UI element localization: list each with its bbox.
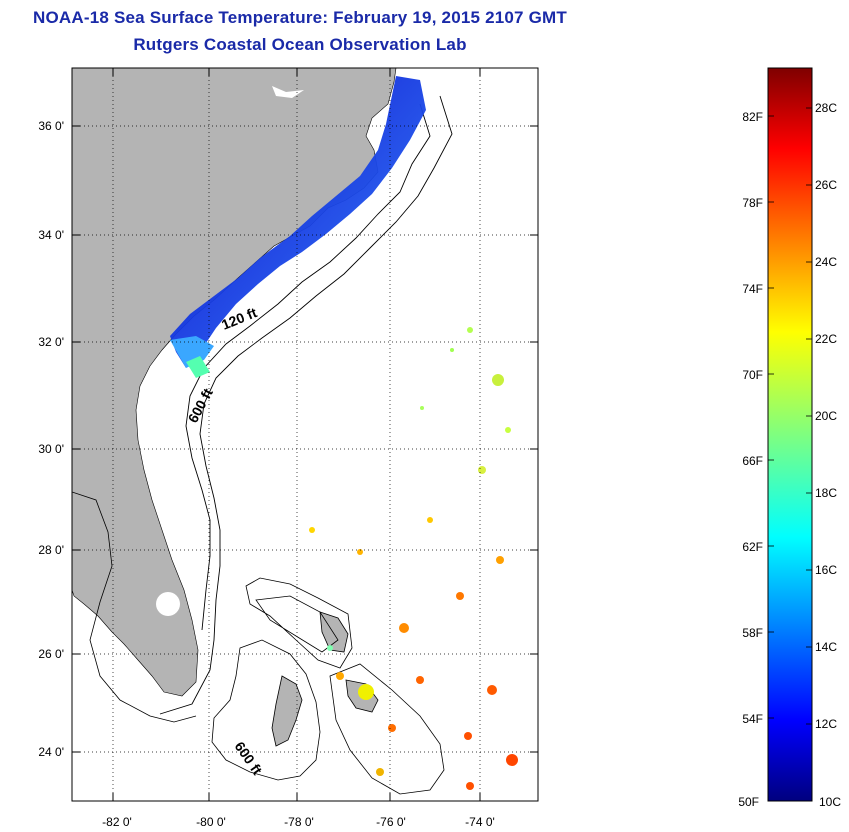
map-frame bbox=[71, 67, 539, 802]
celsius-label: 18C bbox=[815, 486, 837, 500]
lat-label: 28 0' bbox=[38, 543, 64, 557]
map-title: NOAA-18 Sea Surface Temperature: Februar… bbox=[33, 8, 567, 27]
fahrenheit-label: 62F bbox=[742, 540, 763, 554]
sst-coastal-band-south bbox=[170, 336, 214, 368]
celsius-label: 10C bbox=[819, 795, 841, 809]
fahrenheit-label: 54F bbox=[742, 712, 763, 726]
temperature-colorbar bbox=[767, 67, 813, 802]
fahrenheit-label: 78F bbox=[742, 196, 763, 210]
lat-label: 32 0' bbox=[38, 335, 64, 349]
celsius-label: 28C bbox=[815, 101, 837, 115]
colorbar-fahrenheit-labels: 82F 78F 74F 70F 66F 62F 58F 54F 50F bbox=[738, 110, 763, 809]
colorbar-ticks bbox=[768, 107, 812, 725]
lon-label: -80 0' bbox=[196, 815, 226, 829]
celsius-label: 12C bbox=[815, 717, 837, 731]
celsius-label: 20C bbox=[815, 409, 837, 423]
longitude-labels: -82 0' -80 0' -78 0' -76 0' -74 0' bbox=[102, 815, 495, 829]
lon-label: -82 0' bbox=[102, 815, 132, 829]
fahrenheit-label: 66F bbox=[742, 454, 763, 468]
axis-tick-marks bbox=[72, 68, 538, 801]
lon-label: -76 0' bbox=[376, 815, 406, 829]
shelf-contour-120ft bbox=[185, 103, 431, 631]
inland-lake bbox=[272, 86, 304, 98]
latitude-labels: 36 0' 34 0' 32 0' 30 0' 28 0' 26 0' 24 0… bbox=[38, 119, 64, 759]
lat-label: 24 0' bbox=[38, 745, 64, 759]
bahamas-depth-contours bbox=[211, 577, 445, 795]
lon-label: -78 0' bbox=[284, 815, 314, 829]
map-subtitle: Rutgers Coastal Ocean Observation Lab bbox=[133, 35, 467, 54]
fahrenheit-label: 70F bbox=[742, 368, 763, 382]
lat-label: 34 0' bbox=[38, 228, 64, 242]
map-content bbox=[72, 68, 538, 801]
sst-offshore-patches bbox=[309, 327, 518, 790]
celsius-label: 26C bbox=[815, 178, 837, 192]
fahrenheit-label: 50F bbox=[738, 795, 759, 809]
celsius-label: 22C bbox=[815, 332, 837, 346]
fahrenheit-label: 82F bbox=[742, 110, 763, 124]
lat-label: 30 0' bbox=[38, 442, 64, 456]
fahrenheit-label: 58F bbox=[742, 626, 763, 640]
shelf-contour-600ft bbox=[159, 95, 453, 715]
fahrenheit-label: 74F bbox=[742, 282, 763, 296]
colorbar-celsius-labels: 28C 26C 24C 22C 20C 18C 16C 14C 12C 10C bbox=[815, 101, 841, 809]
sst-coastal-band-tip bbox=[186, 356, 210, 378]
celsius-label: 16C bbox=[815, 563, 837, 577]
celsius-label: 24C bbox=[815, 255, 837, 269]
lat-label: 36 0' bbox=[38, 119, 64, 133]
lat-label: 26 0' bbox=[38, 647, 64, 661]
map-grid bbox=[72, 68, 538, 801]
lake-okeechobee bbox=[156, 592, 180, 616]
celsius-label: 14C bbox=[815, 640, 837, 654]
sst-coastal-band bbox=[170, 76, 426, 368]
florida-west-shelf-contour bbox=[72, 491, 197, 723]
lon-label: -74 0' bbox=[465, 815, 495, 829]
